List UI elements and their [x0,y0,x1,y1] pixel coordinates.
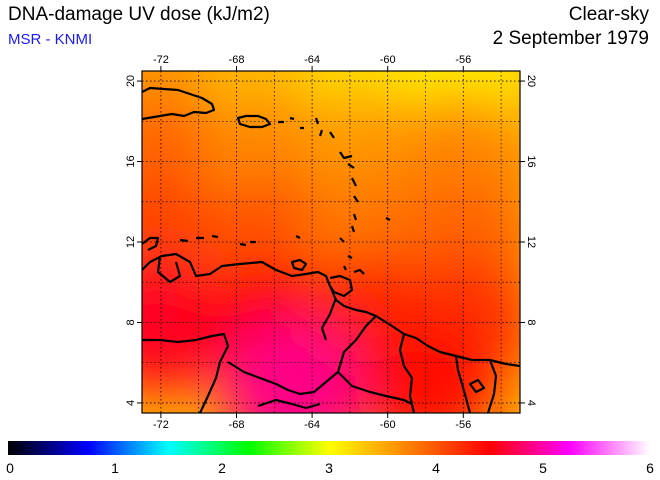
colorbar [8,441,650,455]
lon-label-top: -68 [229,54,245,66]
abc-islands [179,234,219,243]
colorbar-label: 1 [111,460,119,476]
lon-label-bottom: -60 [380,419,396,431]
lon-label-bottom: -68 [229,419,245,431]
guiana-brazil-border [486,359,498,413]
lat-label-right: 12 [525,236,537,248]
lon-label-top: -56 [455,54,471,66]
lesser-antilles-north [314,117,391,243]
reservoir [468,378,486,394]
puerto-rico-coast [236,114,272,129]
dose-field-layer [142,71,520,413]
colorbar-label: 0 [6,460,14,476]
lat-label-left: 16 [125,155,137,167]
colorbar-label: 5 [539,460,547,476]
tobago-coast [353,268,365,275]
trinidad-coast [329,274,354,298]
lat-label-left: 20 [125,75,137,87]
axis-ticks: -72 -72 -68 -68 -64 -64 -60 -60 -56 -56 4 4 8 8 12 12 16… [125,54,537,431]
sky-condition-label: Clear-sky [568,4,649,25]
hispaniola-coast [142,86,216,121]
map-title: DNA-damage UV dose (kJ/m2) [8,4,270,25]
virgin-islands [278,116,304,130]
lat-label-right: 4 [525,400,537,406]
margarita-coast [290,258,308,272]
lon-label-bottom: -56 [455,419,471,431]
venezuela-coast [142,252,520,368]
colorbar-label: 6 [646,460,654,476]
lat-label-left: 12 [125,236,137,248]
source-label: MSR - KNMI [8,31,93,48]
venezuela-brazil-border [227,361,339,396]
date-label: 2 September 1979 [492,28,649,49]
colombia-venezuela-border [142,332,230,413]
venezuela-guyana-border [336,315,377,373]
lon-label-top: -72 [153,54,169,66]
graticule [142,71,520,413]
lat-label-left: 8 [125,319,137,325]
southern-border [257,398,321,410]
guyana-suriname-border [398,333,416,413]
lon-label-bottom: -64 [304,419,320,431]
lake-maracaibo [156,255,182,284]
guajira-coast [142,236,160,251]
orinoco-delta [320,297,338,341]
dose-cell [355,312,496,413]
colorbar-label: 2 [218,460,226,476]
lon-label-top: -60 [380,54,396,66]
guyana-brazil-border [337,371,413,405]
grenada-islands [343,255,353,271]
lon-label-top: -64 [304,54,320,66]
lon-label-bottom: -72 [153,419,169,431]
suriname-guiana-border [454,355,472,413]
dose-cell [223,322,364,413]
los-roques [239,235,301,247]
colorbar-label: 3 [325,460,333,476]
colorbar-label: 4 [432,460,440,476]
lat-label-right: 20 [525,75,537,87]
lat-label-left: 4 [125,400,137,406]
lat-label-right: 8 [525,319,537,325]
lat-label-right: 16 [525,155,537,167]
coastlines [142,86,520,413]
